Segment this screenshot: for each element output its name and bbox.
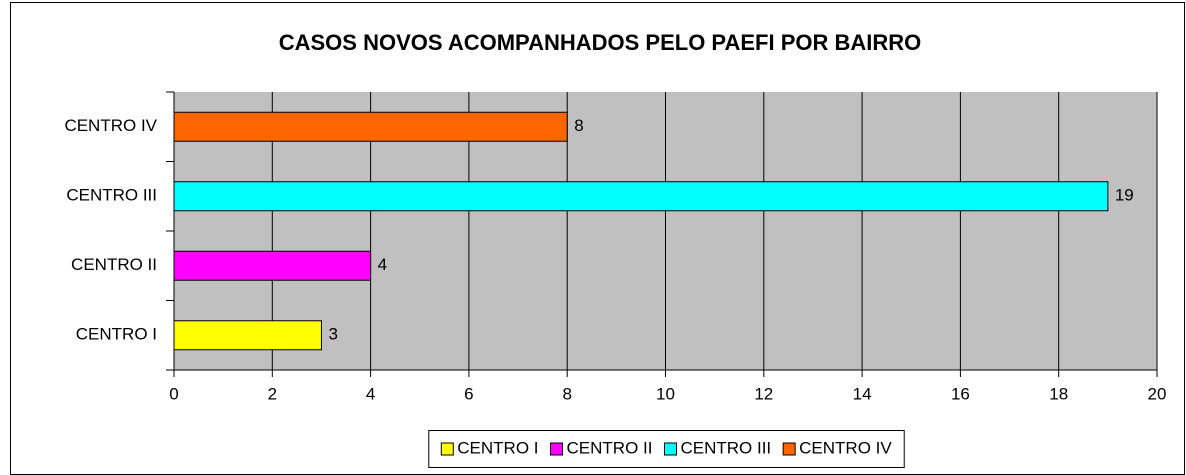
- x-tick-label: 2: [268, 384, 277, 403]
- x-tick-label: 8: [562, 384, 571, 403]
- legend-label: CENTRO III: [680, 438, 771, 457]
- x-tick-label: 14: [853, 384, 872, 403]
- legend-label: CENTRO I: [457, 438, 538, 457]
- x-tick-label: 4: [366, 384, 375, 403]
- y-tick-label: CENTRO II: [71, 255, 157, 274]
- legend-swatch: [663, 442, 677, 456]
- bar: [173, 320, 322, 351]
- legend-label: CENTRO IV: [799, 438, 892, 457]
- bar: [173, 181, 1109, 212]
- data-label: 8: [574, 116, 583, 135]
- x-tick-label: 20: [1148, 384, 1167, 403]
- y-tick-label: CENTRO III: [66, 186, 157, 205]
- x-tick-label: 12: [754, 384, 773, 403]
- legend-swatch: [550, 442, 564, 456]
- data-label: 4: [378, 255, 387, 274]
- x-tick-label: 16: [951, 384, 970, 403]
- legend-swatch: [782, 442, 796, 456]
- data-label: 3: [328, 325, 337, 344]
- x-tick-label: 10: [656, 384, 675, 403]
- legend-swatch: [440, 442, 454, 456]
- x-tick-label: 6: [464, 384, 473, 403]
- bar: [173, 250, 372, 281]
- data-label: 19: [1115, 186, 1134, 205]
- x-tick-label: 18: [1049, 384, 1068, 403]
- bar: [173, 111, 568, 142]
- chart-title: CASOS NOVOS ACOMPANHADOS PELO PAEFI POR …: [279, 30, 922, 55]
- y-tick-label: CENTRO IV: [64, 116, 157, 135]
- y-tick-label: CENTRO I: [76, 325, 157, 344]
- legend-label: CENTRO II: [567, 438, 653, 457]
- x-tick-label: 0: [169, 384, 178, 403]
